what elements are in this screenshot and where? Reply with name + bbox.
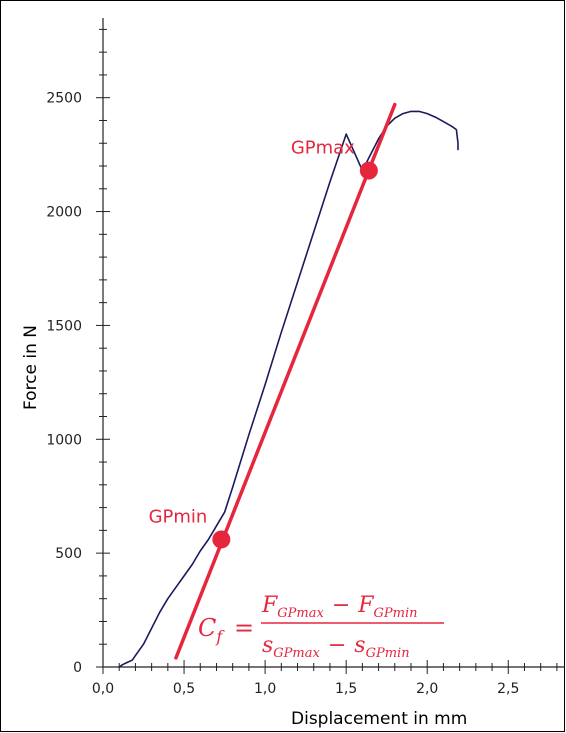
y-tick-label: 2000 <box>46 205 82 221</box>
y-tick-label: 0 <box>73 660 82 676</box>
x-ticks <box>102 660 558 674</box>
formula-den-a: s <box>262 633 273 658</box>
formula-lhs-symbol: C <box>198 614 216 642</box>
formula-num-a-sub: GPmax <box>277 606 324 621</box>
x-tick-label: 0,5 <box>173 681 195 697</box>
formula-equals: = <box>234 614 254 642</box>
fit-line-group <box>174 102 397 660</box>
formula-num-a: F <box>261 593 278 618</box>
gpmin-marker <box>212 530 231 549</box>
y-tick-label: 1500 <box>46 318 82 334</box>
y-axis-title: Force in N <box>21 325 41 410</box>
x-axis-title: Displacement in mm <box>291 709 467 729</box>
formula-num-minus: − <box>332 593 350 618</box>
gpmax-label: GPmax <box>291 138 355 159</box>
formula-den-b-sub: GPmin <box>366 646 410 661</box>
points-group: GPmin GPmax <box>149 138 378 549</box>
formula-num-b-sub: GPmin <box>374 606 418 621</box>
secant-fit-line <box>174 102 397 660</box>
x-tick-label: 1,5 <box>335 681 357 697</box>
stiffness-formula: Cf = FGPmax − FGPmin sGPmax − sGPmin <box>198 593 444 661</box>
x-tick-label: 2,0 <box>416 681 438 697</box>
y-tick-label: 500 <box>55 546 82 562</box>
y-tick-label: 1000 <box>46 432 82 448</box>
x-tick-label: 1,0 <box>254 681 276 697</box>
formula-lhs-subscript: f <box>215 627 225 646</box>
y-tick-label: 2500 <box>46 91 82 107</box>
gpmin-label: GPmin <box>149 506 208 527</box>
formula-den-b: s <box>354 633 365 658</box>
x-tick-label: 0,0 <box>92 681 114 697</box>
y-tick-labels: 0 500 1000 1500 2000 2500 <box>46 91 82 676</box>
x-tick-labels: 0,0 0,5 1,0 1,5 2,0 2,5 <box>92 681 520 697</box>
y-ticks <box>96 28 110 668</box>
formula-den-minus: − <box>328 633 346 658</box>
force-displacement-curve <box>118 110 459 668</box>
formula-num-b: F <box>357 593 374 618</box>
axes: 0,0 0,5 1,0 1,5 2,0 2,5 0 500 1000 1500 2000 2500 <box>46 18 565 697</box>
formula-den-a-sub: GPmax <box>273 646 320 661</box>
x-tick-label: 2,5 <box>497 681 519 697</box>
formula-denominator: sGPmax − sGPmin <box>262 633 410 661</box>
formula-lhs: Cf <box>198 614 225 646</box>
data-series <box>118 110 459 668</box>
formula-numerator: FGPmax − FGPmin <box>261 593 418 621</box>
gpmax-marker <box>359 161 378 180</box>
